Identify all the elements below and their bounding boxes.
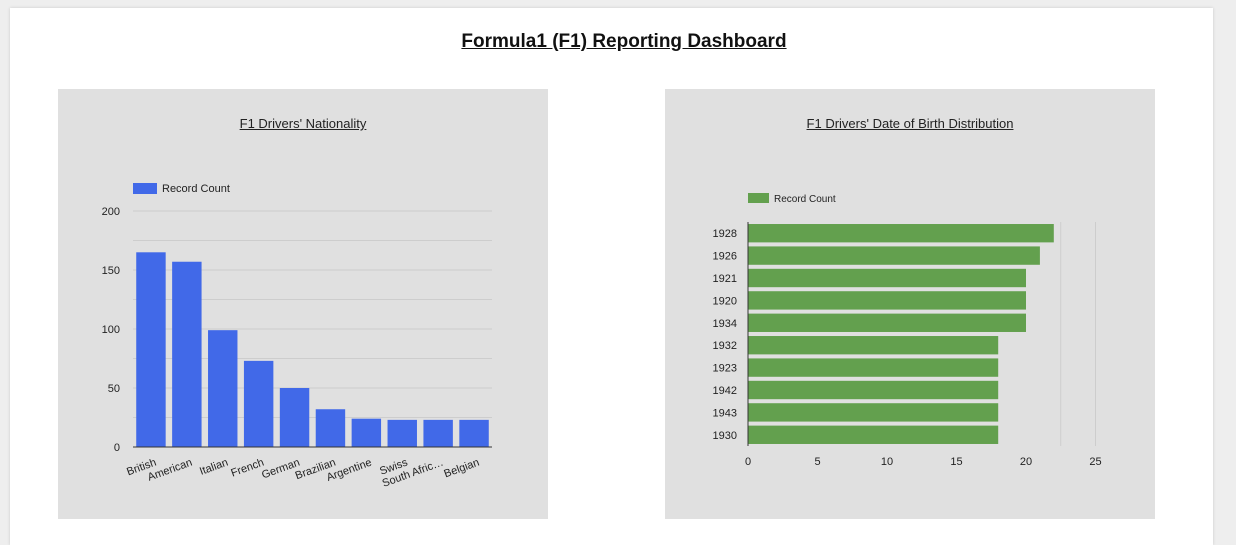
- bar: [748, 268, 1026, 288]
- y-tick-label: 150: [102, 265, 120, 277]
- x-tick-label: 10: [881, 456, 893, 468]
- dob-chart-title: F1 Drivers' Date of Birth Distribution: [806, 116, 1014, 131]
- legend-swatch: [133, 183, 157, 194]
- bar: [748, 224, 1054, 243]
- y-tick-label: 1928: [713, 228, 737, 240]
- bar: [748, 313, 1026, 332]
- bar: [279, 388, 310, 447]
- bar: [387, 419, 417, 447]
- y-tick-label: 1921: [713, 273, 737, 285]
- bar: [748, 425, 999, 444]
- x-tick-label: 0: [745, 456, 751, 468]
- y-tick-label: 1926: [713, 251, 737, 263]
- x-tick-label: Italian: [198, 457, 230, 478]
- bar: [459, 419, 489, 447]
- y-tick-label: 1923: [713, 363, 737, 375]
- x-tick-label: Belgian: [442, 457, 481, 481]
- x-tick-label: 5: [814, 456, 820, 468]
- y-tick-label: 1930: [713, 430, 737, 442]
- y-tick-label: 100: [102, 324, 120, 336]
- bar: [748, 336, 999, 355]
- bar: [172, 261, 202, 447]
- bar: [208, 330, 238, 447]
- bar: [423, 419, 453, 447]
- bar: [136, 252, 166, 447]
- nationality-chart-title: F1 Drivers' Nationality: [239, 116, 367, 131]
- y-tick-label: 50: [108, 383, 120, 395]
- bar: [748, 291, 1026, 310]
- bar: [351, 418, 382, 447]
- dob-chart-panel: F1 Drivers' Date of Birth Distribution R…: [665, 89, 1155, 519]
- x-tick-label: 15: [950, 456, 962, 468]
- x-tick-label: 20: [1020, 456, 1032, 468]
- y-tick-label: 1934: [713, 318, 737, 330]
- y-tick-label: 0: [114, 442, 120, 454]
- bar: [243, 360, 274, 447]
- x-tick-label: 25: [1089, 456, 1101, 468]
- legend-swatch: [748, 193, 769, 203]
- bar: [748, 358, 999, 377]
- dob-bar-chart: Record Count 1928 1926 1921 1920 1934 1932 1923…: [713, 193, 1102, 468]
- bar: [748, 380, 999, 400]
- x-tick-label: French: [229, 457, 265, 480]
- bar: [748, 403, 999, 422]
- legend-label: Record Count: [774, 194, 836, 205]
- bar: [315, 409, 346, 447]
- y-tick-label: 1942: [713, 385, 737, 397]
- y-tick-label: 200: [102, 206, 120, 218]
- y-tick-label: 1920: [713, 295, 737, 307]
- dashboard-title: Formula1 (F1) Reporting Dashboard: [461, 31, 787, 52]
- bar: [748, 246, 1040, 265]
- y-tick-label: 1943: [713, 407, 737, 419]
- legend-label: Record Count: [162, 183, 230, 195]
- y-tick-label: 1932: [713, 340, 737, 352]
- nationality-chart-panel: F1 Drivers' Nationality Record Count 0 50 1…: [58, 89, 548, 519]
